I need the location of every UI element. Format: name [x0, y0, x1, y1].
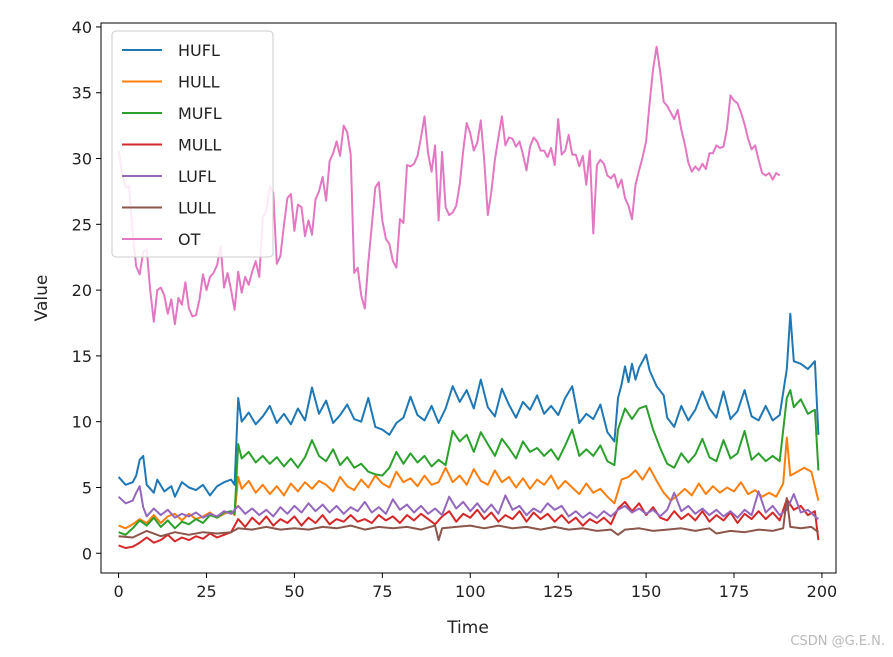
legend-label-hufl: HUFL [178, 41, 220, 60]
series-line-hull [118, 436, 820, 530]
legend: HUFL HULL MUFL MULL LUFL LULL OT [111, 30, 274, 258]
x-tick-label: 200 [807, 582, 838, 601]
watermark: CSDN @G.E.N. [790, 634, 885, 649]
legend-label-mull: MULL [178, 136, 221, 155]
plot-frame [100, 22, 837, 574]
series-line-mufl [118, 389, 820, 536]
x-tick-label: 150 [631, 582, 662, 601]
y-tick-label: 5 [82, 478, 92, 497]
x-tick-label: 25 [196, 582, 216, 601]
series-line-hufl [117, 312, 820, 498]
series-layer [117, 45, 820, 549]
series-line-lufl [117, 485, 820, 520]
x-tick-label: 100 [455, 582, 486, 601]
y-tick-label: 0 [82, 544, 92, 563]
legend-box [111, 30, 274, 258]
axes-layer: 0 25 50 75 100 125 150 175 200 0 5 10 15 20 25 30 35 40 [72, 18, 838, 601]
x-axis-label: Time [446, 618, 489, 638]
y-tick-label: 35 [72, 84, 92, 103]
legend-label-hull: HULL [178, 73, 220, 92]
y-tick-label: 30 [72, 150, 92, 169]
x-tick-label: 50 [284, 582, 304, 601]
series-line-ot [117, 45, 781, 326]
x-tick-label: 75 [372, 582, 392, 601]
legend-label-lull: LULL [178, 199, 216, 218]
y-tick-label: 15 [72, 347, 92, 366]
legend-label-lufl: LUFL [178, 167, 216, 186]
x-tick-label: 175 [719, 582, 750, 601]
legend-label-mufl: MUFL [178, 104, 222, 123]
y-axis-label: Value [32, 275, 52, 322]
series-line-mull [118, 498, 820, 549]
x-tick-label: 0 [113, 582, 123, 601]
series-line-lull [118, 497, 820, 542]
y-tick-label: 20 [72, 281, 92, 300]
y-tick-label: 40 [72, 18, 92, 37]
legend-label-ot: OT [178, 230, 201, 249]
y-tick-label: 10 [72, 413, 92, 432]
x-tick-label: 125 [543, 582, 574, 601]
y-tick-label: 25 [72, 215, 92, 234]
